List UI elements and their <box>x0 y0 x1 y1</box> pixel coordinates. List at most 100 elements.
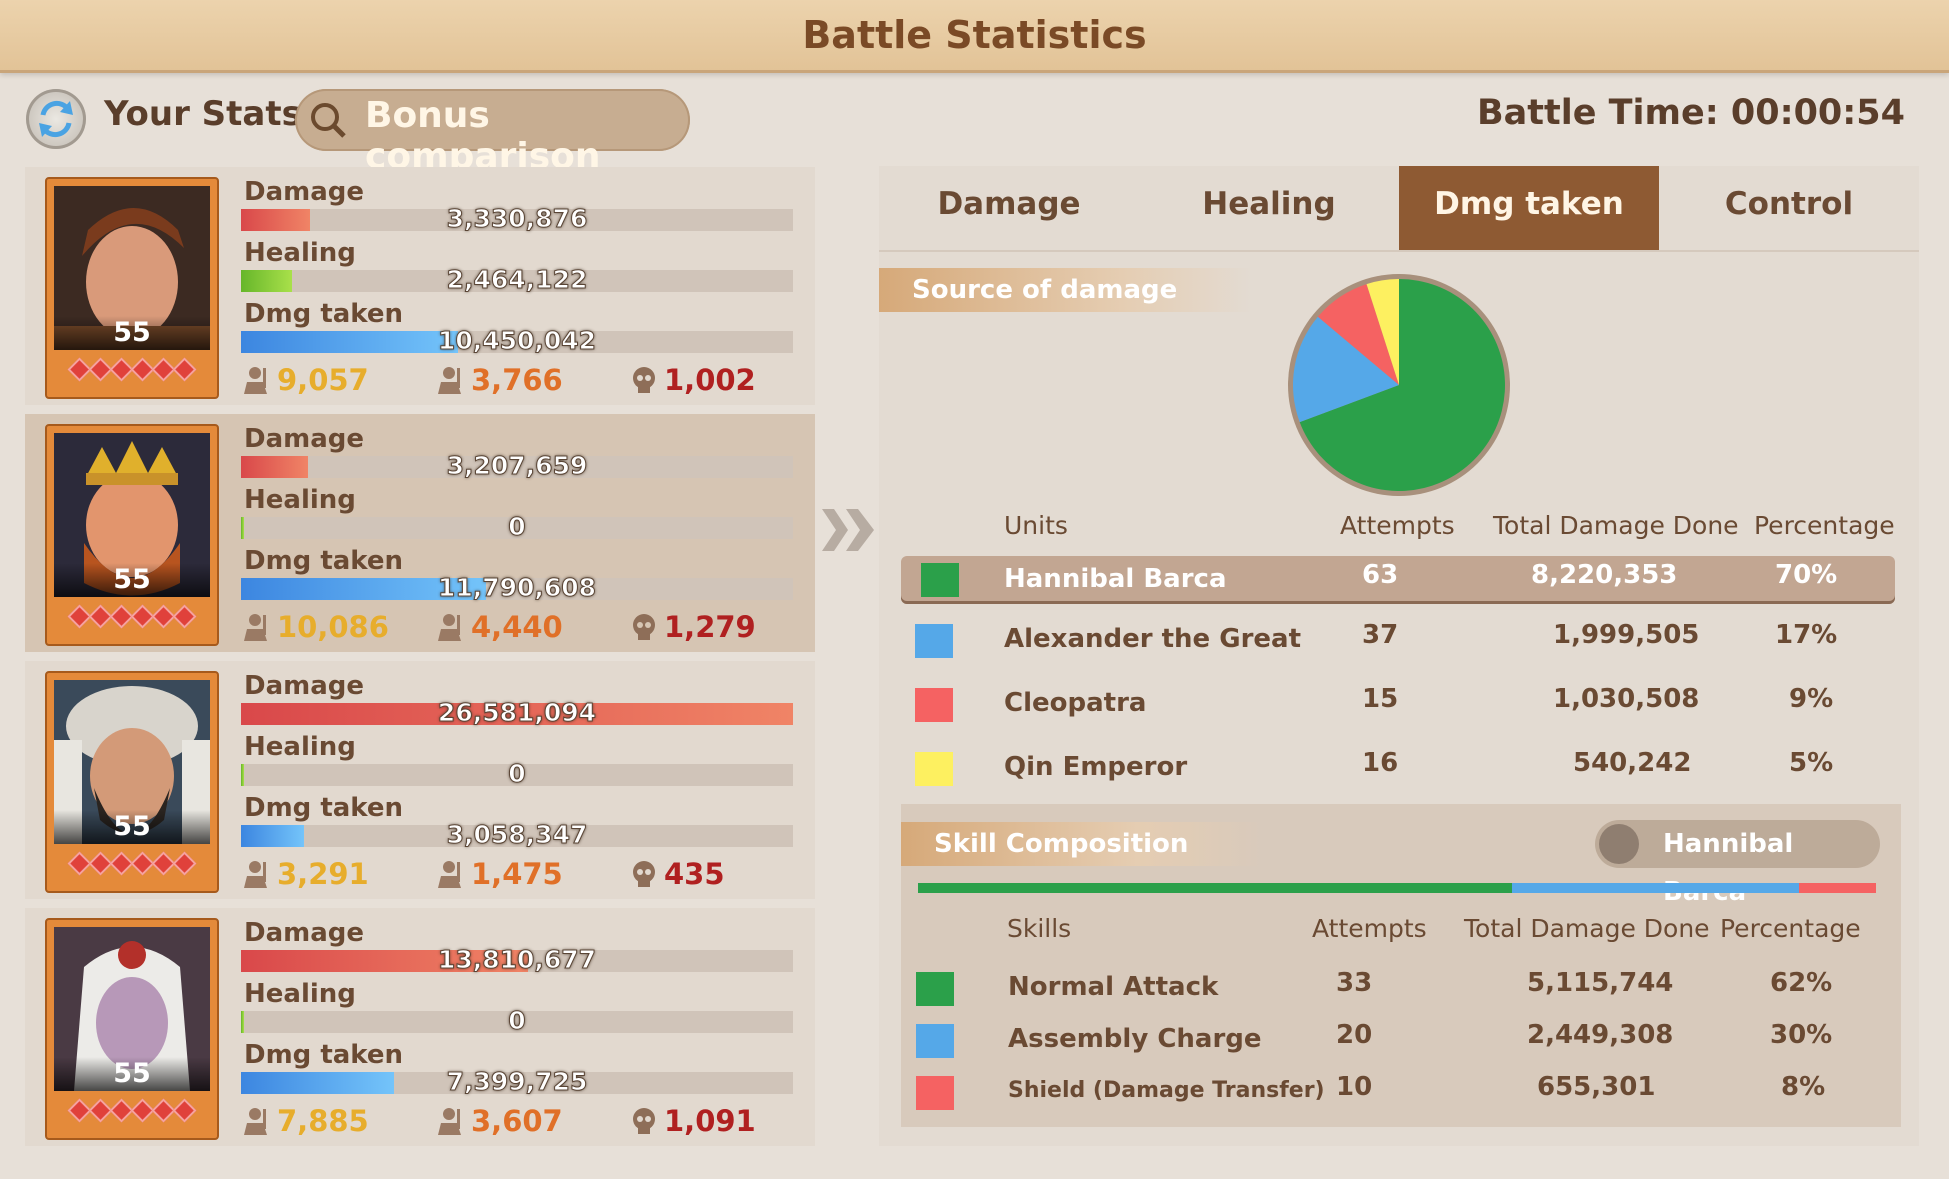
selected-hero-name: Hannibal Barca <box>1663 829 1794 907</box>
healing-label: Healing <box>244 238 356 268</box>
source-pie-chart <box>1288 274 1510 496</box>
dmg-taken-value: 7,399,725 <box>446 1067 588 1097</box>
damage-value: 26,581,094 <box>437 698 597 728</box>
unit-percentage: 17% <box>1775 620 1838 650</box>
damage-value: 13,810,677 <box>437 945 597 975</box>
bonus-comparison-button[interactable]: Bonus comparison <box>295 89 690 177</box>
unit-attempts: 16 <box>1362 748 1399 778</box>
kill-count: 9,057 <box>241 363 369 397</box>
hero-card[interactable]: 55 Damage 3,207,659 Healing 0 Dmg taken … <box>25 414 815 652</box>
skull-icon <box>633 367 655 393</box>
dmg-taken-label: Dmg taken <box>244 1040 404 1070</box>
unit-name: Alexander the Great <box>1004 624 1302 654</box>
skills-column-header: Skills <box>1007 914 1072 943</box>
star-gems <box>54 1096 210 1126</box>
tab-healing[interactable]: Healing <box>1202 186 1336 222</box>
hero-level: 55 <box>54 810 210 844</box>
dmg-taken-bar-fill <box>241 578 487 600</box>
hero-level: 55 <box>54 563 210 597</box>
color-swatch <box>921 563 959 597</box>
swap-arrows-icon <box>39 100 73 138</box>
soldier-icon <box>438 1108 461 1135</box>
skill-percentage-column-header: Percentage <box>1720 914 1861 943</box>
soldier-icon <box>244 1108 267 1135</box>
title-bar: Battle Statistics <box>0 0 1949 73</box>
unit-attempts: 63 <box>1362 560 1399 590</box>
unit-percentage: 9% <box>1789 684 1834 714</box>
unit-total: 1,030,508 <box>1553 684 1700 714</box>
damage-bar <box>241 209 793 231</box>
healing-bar-fill <box>241 1011 245 1033</box>
source-row-selected[interactable]: Hannibal Barca 63 8,220,353 70% <box>901 556 1895 604</box>
color-swatch <box>916 1076 954 1110</box>
soldier-icon <box>438 367 461 394</box>
dmg-taken-bar-fill <box>241 1072 395 1094</box>
star-gems <box>54 849 210 879</box>
damage-bar-fill <box>241 456 308 478</box>
hero-selector[interactable]: Hannibal Barca <box>1595 820 1880 907</box>
unit-attempts: 15 <box>1362 684 1399 714</box>
hero-portrait: 55 <box>45 671 219 893</box>
source-row[interactable]: Cleopatra 15 1,030,508 9% <box>901 676 1895 724</box>
total-damage-column-header: Total Damage Done <box>1493 511 1739 540</box>
damage-label: Damage <box>244 177 365 207</box>
soldier-icon <box>244 861 267 888</box>
skill-total: 655,301 <box>1537 1072 1656 1102</box>
death-count: 1,279 <box>628 610 756 644</box>
attempts-column-header: Attempts <box>1340 511 1455 540</box>
healing-bar-fill <box>241 517 245 539</box>
skill-name: Normal Attack <box>1008 972 1219 1002</box>
healing-bar <box>241 764 793 786</box>
damage-label: Damage <box>244 424 365 454</box>
star-gems <box>54 355 210 385</box>
dmg-taken-bar <box>241 825 793 847</box>
stats-detail-panel: Damage Healing Dmg taken Control Source … <box>879 166 1919 1146</box>
skull-icon <box>633 614 655 640</box>
skill-total: 2,449,308 <box>1527 1020 1674 1050</box>
unit-name: Cleopatra <box>1004 688 1147 718</box>
star-gems <box>54 602 210 632</box>
healing-value: 0 <box>508 759 526 789</box>
skill-attempts-column-header: Attempts <box>1312 914 1427 943</box>
skill-share-segment <box>1511 883 1800 893</box>
healing-label: Healing <box>244 979 356 1009</box>
damage-bar-fill <box>241 950 529 972</box>
stat-tabs: Damage Healing Dmg taken Control <box>879 166 1919 252</box>
tab-control[interactable]: Control <box>1724 186 1854 222</box>
damage-bar-fill <box>241 703 793 725</box>
skull-icon <box>633 1108 655 1134</box>
healing-value: 0 <box>508 1006 526 1036</box>
skill-percentage: 30% <box>1770 1020 1833 1050</box>
tab-damage[interactable]: Damage <box>937 186 1081 222</box>
tab-dmg-taken[interactable]: Dmg taken <box>1399 166 1659 250</box>
hero-card[interactable]: 55 Damage 26,581,094 Healing 0 Dmg taken… <box>25 661 815 899</box>
unit-total: 540,242 <box>1573 748 1692 778</box>
skill-share-segment <box>1799 883 1876 893</box>
source-row[interactable]: Qin Emperor 16 540,242 5% <box>901 740 1895 788</box>
hero-card[interactable]: 55 Damage 3,330,876 Healing 2,464,122 Dm… <box>25 167 815 405</box>
skill-row: Assembly Charge 20 2,449,308 30% <box>901 1018 1895 1066</box>
dmg-taken-label: Dmg taken <box>244 546 404 576</box>
switch-view-button[interactable] <box>26 89 86 149</box>
skill-row: Shield (Damage Transfer) 10 655,301 8% <box>901 1070 1895 1118</box>
skill-name: Assembly Charge <box>1008 1024 1262 1054</box>
healing-label: Healing <box>244 485 356 515</box>
dmg-taken-label: Dmg taken <box>244 299 404 329</box>
source-row[interactable]: Alexander the Great 37 1,999,505 17% <box>901 612 1895 660</box>
unit-total: 1,999,505 <box>1553 620 1700 650</box>
damage-label: Damage <box>244 671 365 701</box>
dmg-taken-bar <box>241 331 793 353</box>
hero-level: 55 <box>54 1057 210 1091</box>
helmet-icon <box>1599 824 1639 864</box>
soldier-icon <box>244 367 267 394</box>
healing-bar <box>241 517 793 539</box>
skill-share-bar <box>918 883 1876 893</box>
double-chevron-right-icon <box>822 509 874 551</box>
wound-count: 1,475 <box>435 857 563 891</box>
unit-attempts: 37 <box>1362 620 1399 650</box>
death-count: 1,091 <box>628 1104 756 1138</box>
skill-row: Normal Attack 33 5,115,744 62% <box>901 966 1895 1014</box>
hero-card[interactable]: 55 Damage 13,810,677 Healing 0 Dmg taken… <box>25 908 815 1146</box>
dmg-taken-label: Dmg taken <box>244 793 404 823</box>
healing-bar <box>241 270 793 292</box>
